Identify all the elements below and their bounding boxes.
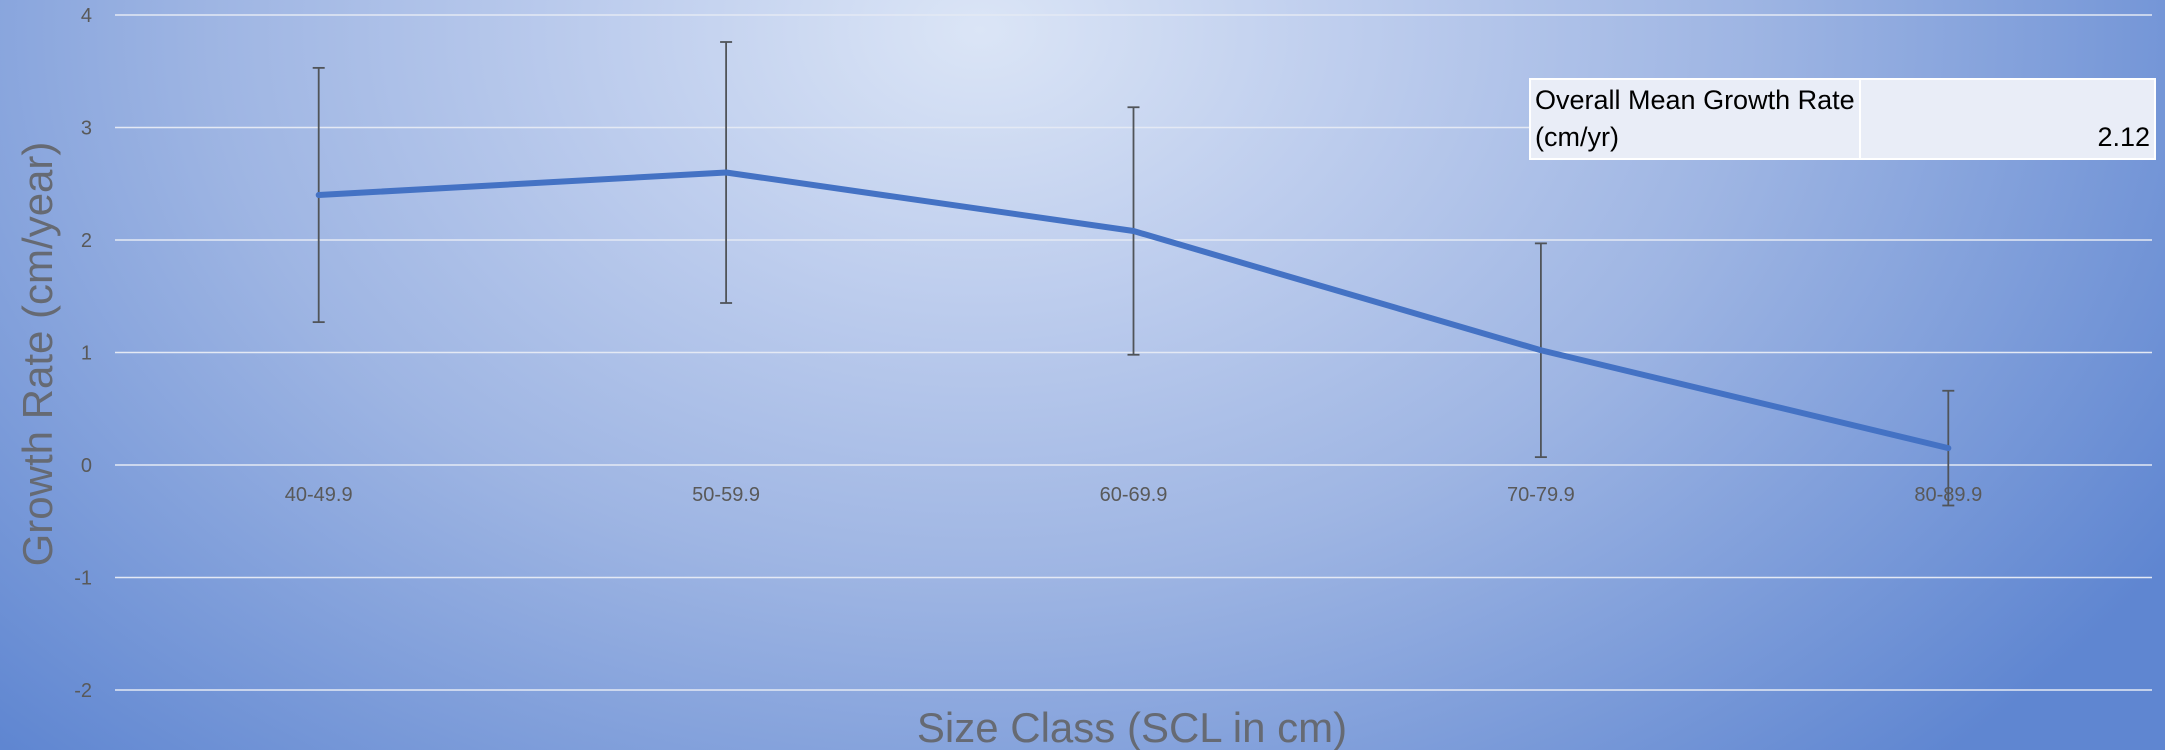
y-tick-label: -1	[74, 568, 92, 590]
y-tick-label: 4	[81, 5, 92, 27]
summary-table: Overall Mean Growth Rate (cm/yr) 2.12	[1529, 78, 2156, 160]
y-tick-label: 1	[81, 343, 92, 365]
x-tick-label: 50-59.9	[692, 484, 760, 506]
y-axis-title: Growth Rate (cm/year)	[14, 142, 61, 567]
table-row: Overall Mean Growth Rate (cm/yr) 2.12	[1529, 78, 2156, 160]
summary-label: Overall Mean Growth Rate (cm/yr)	[1529, 78, 1861, 160]
y-tick-label: 0	[81, 455, 92, 477]
y-tick-label: 2	[81, 230, 92, 252]
y-axis-tick-labels: 4 3 2 1 0 -1 -2	[74, 5, 92, 702]
y-tick-label: -2	[74, 680, 92, 702]
x-tick-label: 60-69.9	[1100, 484, 1168, 506]
x-axis-title: Size Class (SCL in cm)	[917, 704, 1347, 750]
x-tick-label: 70-79.9	[1507, 484, 1575, 506]
x-tick-label: 40-49.9	[285, 484, 353, 506]
summary-value: 2.12	[1859, 78, 2156, 160]
series-group	[315, 169, 1952, 452]
y-tick-label: 3	[81, 118, 92, 140]
x-axis-tick-labels: 40-49.9 50-59.9 60-69.9 70-79.9 80-89.9	[285, 484, 1982, 506]
